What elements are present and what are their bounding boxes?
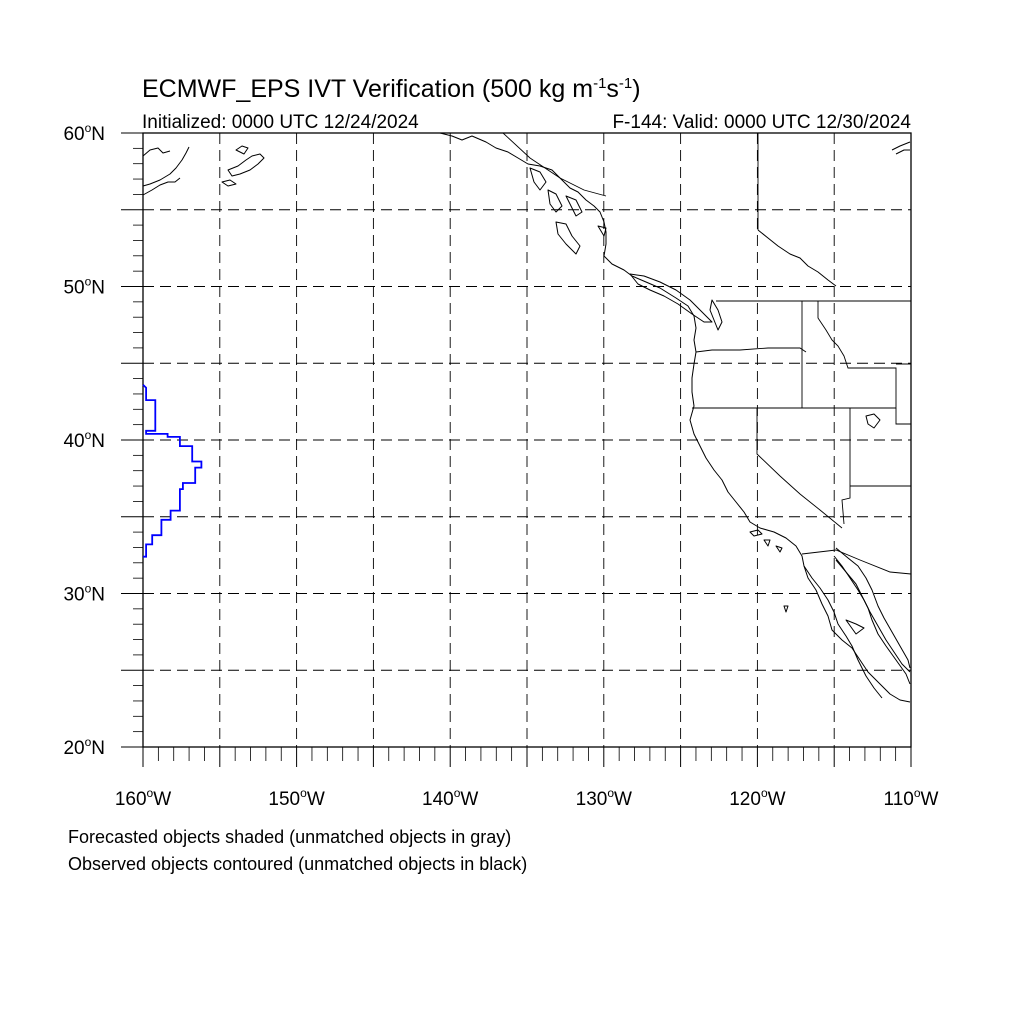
gulf-of-alaska-coastline [439, 132, 607, 257]
lake-winnipeg-region [891, 141, 911, 155]
channel-islands [749, 529, 789, 613]
nevada-utah-border [841, 408, 851, 525]
lat-tick-label: 20oN [63, 735, 105, 759]
observed-ivt-object-contour [142, 384, 203, 558]
vancouver-island [629, 273, 713, 323]
lon-tick-label: 140oW [422, 786, 478, 810]
us-mexico-border [801, 549, 912, 575]
puget-sound [709, 299, 723, 331]
alaska-islands [221, 145, 265, 187]
lon-tick-label: 150oW [268, 786, 324, 810]
california-nevada-border [756, 408, 843, 529]
alaska-coastline [142, 146, 190, 196]
lat-tick-label: 60oN [63, 121, 105, 145]
lat-tick-label: 50oN [63, 275, 105, 299]
political-borders [692, 133, 912, 575]
lat-tick-label: 40oN [63, 428, 105, 452]
yukon-border [502, 132, 607, 197]
baja-california [803, 555, 911, 699]
valid-time-label: F-144: Valid: 0000 UTC 12/30/2024 [612, 112, 911, 133]
alberta-boundary [757, 229, 837, 287]
lon-tick-label: 160oW [115, 786, 171, 810]
lon-tick-label: 110oW [884, 786, 939, 810]
coastlines [142, 132, 911, 703]
map-title: ECMWF_EPS IVT Verification (500 kg m-1s-… [142, 75, 641, 103]
lon-tick-label: 130oW [576, 786, 632, 810]
mexico-mainland [835, 547, 911, 669]
washington-oregon-border [695, 347, 807, 353]
init-time-label: Initialized: 0000 UTC 12/24/2024 [142, 112, 419, 133]
lat-tick-label: 30oN [63, 582, 105, 606]
panhandle-islands [529, 167, 607, 255]
idaho-border [801, 301, 897, 409]
observed-objects-note: Observed objects contoured (unmatched ob… [68, 854, 527, 874]
great-salt-lake [865, 413, 881, 429]
wyoming-border [895, 363, 911, 425]
lon-tick-label: 120oW [729, 786, 785, 810]
west-coast-coastline [603, 255, 911, 703]
forecast-objects-note: Forecasted objects shaded (unmatched obj… [68, 827, 511, 847]
graticule: 160oW 150oW 140oW 130oW 120oW 110oW 60oN 50oN 40… [63, 121, 938, 810]
gulf-of-california [835, 559, 911, 685]
